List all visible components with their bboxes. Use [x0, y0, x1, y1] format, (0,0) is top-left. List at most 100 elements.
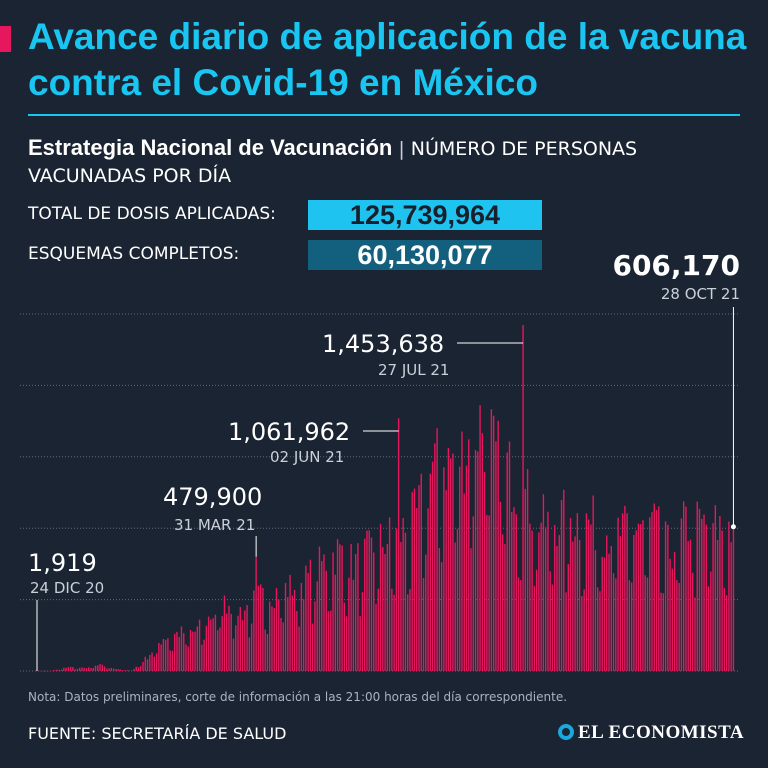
- chart-bar: [60, 669, 63, 671]
- chart-bar: [88, 667, 90, 671]
- chart-bar: [459, 466, 461, 671]
- chart-bar: [680, 518, 683, 671]
- chart-bar: [574, 536, 576, 671]
- chart-bar: [133, 668, 135, 671]
- chart-bar: [40, 670, 42, 672]
- chart-bar: [434, 443, 436, 671]
- chart-bar: [377, 588, 379, 671]
- chart-bar: [728, 521, 730, 671]
- chart-bar: [714, 505, 717, 671]
- chart-bar: [440, 562, 443, 671]
- chart-bar: [275, 588, 278, 671]
- chart-bar: [316, 581, 318, 671]
- chart-bar: [556, 545, 558, 671]
- chart-bar: [544, 527, 547, 671]
- chart-bar: [664, 521, 667, 671]
- source-text: FUENTE: SECRETARÍA DE SALUD: [28, 724, 287, 743]
- chart-bar: [409, 589, 411, 671]
- chart-bar: [388, 517, 391, 671]
- chart-bar: [538, 532, 540, 671]
- annotation-value: 1,919: [28, 549, 97, 577]
- chart-bar: [169, 650, 171, 671]
- chart-bar: [472, 516, 474, 671]
- chart-bar: [497, 420, 499, 671]
- annotation-value: 1,061,962: [228, 418, 350, 446]
- page-title: Avance diario de aplicación de la vacuna…: [28, 16, 747, 103]
- chart-bar: [239, 606, 241, 671]
- chart-bar: [357, 543, 359, 671]
- chart-bar: [187, 646, 189, 671]
- chart-bar: [569, 518, 572, 671]
- total-doses-value: 125,739,964: [308, 200, 542, 230]
- chart-bar: [291, 595, 294, 671]
- chart-bar: [624, 505, 626, 671]
- chart-bar: [171, 650, 174, 671]
- chart-bar: [667, 524, 669, 671]
- chart-bar: [542, 494, 545, 671]
- chart-bar: [712, 523, 714, 671]
- chart-bar: [250, 623, 253, 671]
- chart-bar: [140, 666, 142, 671]
- chart-bar: [468, 439, 470, 671]
- chart-bar: [438, 547, 441, 671]
- chart-bar: [554, 525, 556, 671]
- chart-bar: [594, 550, 597, 671]
- chart-bar: [112, 668, 115, 671]
- chart-bar: [38, 670, 40, 672]
- chart-bar: [678, 583, 680, 671]
- chart-bar: [449, 458, 452, 671]
- chart-bar: [144, 656, 146, 671]
- chart-bar: [723, 588, 726, 671]
- chart-bar: [69, 666, 72, 671]
- chart-bar: [246, 605, 248, 671]
- chart-bar: [402, 517, 404, 671]
- chart-bar: [146, 659, 149, 671]
- chart-bar: [685, 506, 687, 671]
- annotation-value: 606,170: [612, 250, 740, 282]
- chart-bar: [305, 565, 307, 671]
- chart-bar: [511, 511, 513, 671]
- chart-bar: [615, 578, 617, 671]
- chart-bar: [345, 616, 348, 671]
- chart-bar: [619, 536, 622, 671]
- chart-bar: [287, 597, 289, 671]
- chart-bar: [732, 526, 735, 671]
- subtitle-measure: NÚMERO DE PERSONAS VACUNADAS POR DÍA: [28, 138, 638, 187]
- chart-bar: [425, 554, 427, 671]
- chart-bar: [386, 544, 389, 671]
- chart-bar: [334, 574, 336, 671]
- chart-bar: [563, 489, 565, 671]
- chart-bar: [83, 667, 85, 671]
- chart-bar: [336, 539, 339, 671]
- chart-bar: [368, 530, 370, 671]
- chart-bar: [352, 579, 355, 671]
- chart-bar: [198, 619, 201, 671]
- chart-bar: [716, 539, 719, 671]
- chart-bar: [646, 577, 649, 671]
- chart-bar: [45, 670, 47, 672]
- chart-bar: [673, 551, 676, 671]
- chart-bar: [302, 599, 305, 671]
- chart-bar: [137, 667, 140, 671]
- chart-bar: [216, 630, 219, 671]
- chart-bar: [370, 537, 373, 671]
- chart-bar: [192, 631, 194, 671]
- chart-bar: [210, 619, 212, 671]
- chart-bar: [719, 515, 721, 671]
- chart-bar: [350, 543, 352, 671]
- chart-bar: [599, 591, 601, 671]
- chart-bar: [162, 638, 165, 671]
- subtitle: Estrategia Nacional de Vacunación | NÚMERO…: [28, 134, 748, 190]
- chart-bar: [124, 670, 126, 671]
- annotation-date: 27 JUL 21: [378, 361, 449, 379]
- chart-bar: [327, 611, 330, 671]
- chart-bar: [669, 558, 671, 671]
- chart-bar: [547, 511, 549, 671]
- chart-bar: [131, 670, 133, 672]
- chart-bar: [115, 669, 117, 671]
- chart-bar: [180, 626, 183, 671]
- chart-bar: [436, 428, 438, 671]
- chart-bar: [81, 667, 83, 671]
- chart-bar: [189, 629, 192, 671]
- chart-bar: [560, 499, 563, 671]
